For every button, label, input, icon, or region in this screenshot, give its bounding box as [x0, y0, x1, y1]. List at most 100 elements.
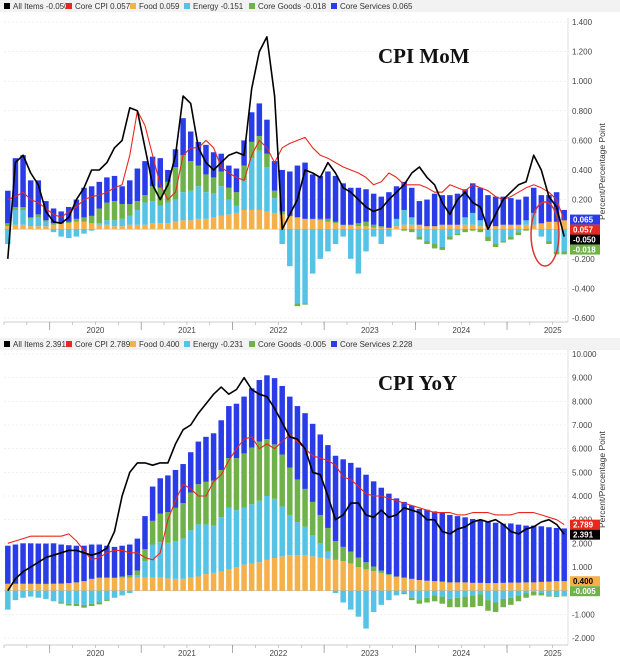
bar-food: [5, 226, 11, 230]
bar-food: [35, 584, 42, 591]
bar-core-services: [355, 467, 362, 558]
bar-core-services: [73, 545, 80, 583]
bar-energy: [523, 220, 529, 225]
bar-core-goods: [248, 447, 255, 505]
bar-food: [309, 556, 316, 591]
bar-food: [500, 224, 506, 230]
bar-core-goods: [88, 603, 95, 607]
lines: [7, 376, 565, 592]
bar-energy: [500, 590, 506, 599]
legend-entry-core-goods: Core Goods -0.005: [258, 340, 327, 349]
bar-core-services: [134, 168, 141, 202]
svg-text:0.065: 0.065: [573, 216, 594, 225]
bar-core-goods: [233, 192, 240, 206]
bar-core-services: [370, 193, 377, 225]
bar-food: [378, 572, 385, 591]
bar-food: [409, 224, 415, 230]
bar-food: [325, 558, 331, 591]
bar-food: [233, 212, 240, 230]
bar-energy: [546, 590, 552, 596]
bar-core-services: [287, 396, 293, 468]
bar-core-services: [469, 183, 476, 213]
y-tick-label: 1.400: [572, 18, 593, 27]
bars: [5, 375, 567, 629]
highlight-circle: [530, 201, 560, 267]
bar-food: [88, 578, 95, 591]
bar-core-goods: [149, 520, 156, 545]
bar-core-goods: [363, 562, 369, 570]
bar-food: [88, 223, 95, 230]
bar-food: [165, 223, 171, 230]
bar-energy: [561, 590, 567, 597]
bar-core-goods: [157, 187, 163, 206]
legend-entry-core-cpi: Core CPI 0.057: [75, 2, 131, 11]
bar-core-services: [401, 501, 407, 578]
bar-core-goods: [187, 161, 194, 191]
bar-core-services: [462, 189, 468, 218]
bar-core-goods: [340, 546, 346, 562]
bar-core-goods: [500, 241, 506, 243]
legend-swatch-energy: [184, 3, 190, 9]
bar-core-goods: [195, 165, 202, 187]
bar-core-goods: [294, 303, 301, 307]
bar-core-services: [248, 112, 255, 142]
bar-energy: [431, 229, 438, 244]
bar-food: [58, 223, 64, 230]
legend-entry-all-items: All Items -0.050: [13, 2, 69, 11]
bar-energy: [66, 229, 72, 239]
bar-food: [203, 574, 209, 591]
bar-energy: [370, 229, 377, 237]
bar-energy: [134, 575, 141, 578]
bar-core-goods: [538, 593, 545, 596]
bar-core-goods: [180, 155, 186, 193]
bar-energy: [363, 229, 369, 252]
bar-core-services: [127, 180, 133, 205]
bar-core-goods: [50, 223, 57, 225]
bar-core-services: [88, 186, 95, 216]
bar-core-services: [187, 452, 194, 493]
bar-food: [515, 224, 522, 230]
bar-food: [149, 577, 156, 591]
bar-core-goods: [500, 598, 506, 608]
bar-core-services: [485, 195, 491, 227]
bar-core-services: [96, 544, 103, 578]
bar-core-goods: [424, 241, 430, 244]
bar-energy: [508, 590, 514, 598]
bar-food: [530, 582, 537, 591]
x-tick-label: 2024: [452, 326, 470, 335]
bar-food: [454, 582, 461, 591]
bar-core-goods: [271, 444, 278, 499]
legend-entry-core-cpi: Core CPI 2.789: [75, 340, 131, 349]
bar-core-services: [454, 193, 461, 225]
bar-core-services: [264, 375, 270, 440]
bar-core-services: [409, 187, 415, 218]
bar-energy: [271, 198, 278, 213]
bar-energy: [386, 590, 392, 601]
bar-food: [96, 224, 103, 230]
bar-core-services: [233, 168, 240, 193]
bar-energy: [88, 229, 95, 231]
bar-core-services: [332, 455, 339, 541]
bar-food: [218, 571, 224, 591]
bar-core-goods: [256, 441, 263, 501]
bar-food: [203, 218, 209, 230]
bar-energy: [241, 180, 247, 210]
bar-core-goods: [66, 221, 72, 224]
bar-core-goods: [218, 469, 224, 518]
bar-core-goods: [149, 186, 156, 202]
bar-core-services: [500, 196, 506, 225]
chart-title: CPI MoM: [378, 44, 470, 68]
bar-food: [508, 582, 514, 591]
bar-energy: [447, 229, 453, 237]
bar-core-goods: [119, 204, 125, 219]
bar-core-goods: [119, 576, 125, 578]
bar-energy: [325, 229, 331, 252]
end-tag-all-items: -0.050: [570, 234, 600, 245]
bar-energy: [20, 209, 26, 225]
bar-energy: [355, 590, 362, 617]
bar-core-goods: [477, 594, 484, 607]
bar-energy: [287, 514, 293, 556]
bar-core-services: [43, 543, 49, 584]
bar-energy: [233, 510, 240, 567]
y-tick-label: 8.000: [572, 397, 593, 406]
